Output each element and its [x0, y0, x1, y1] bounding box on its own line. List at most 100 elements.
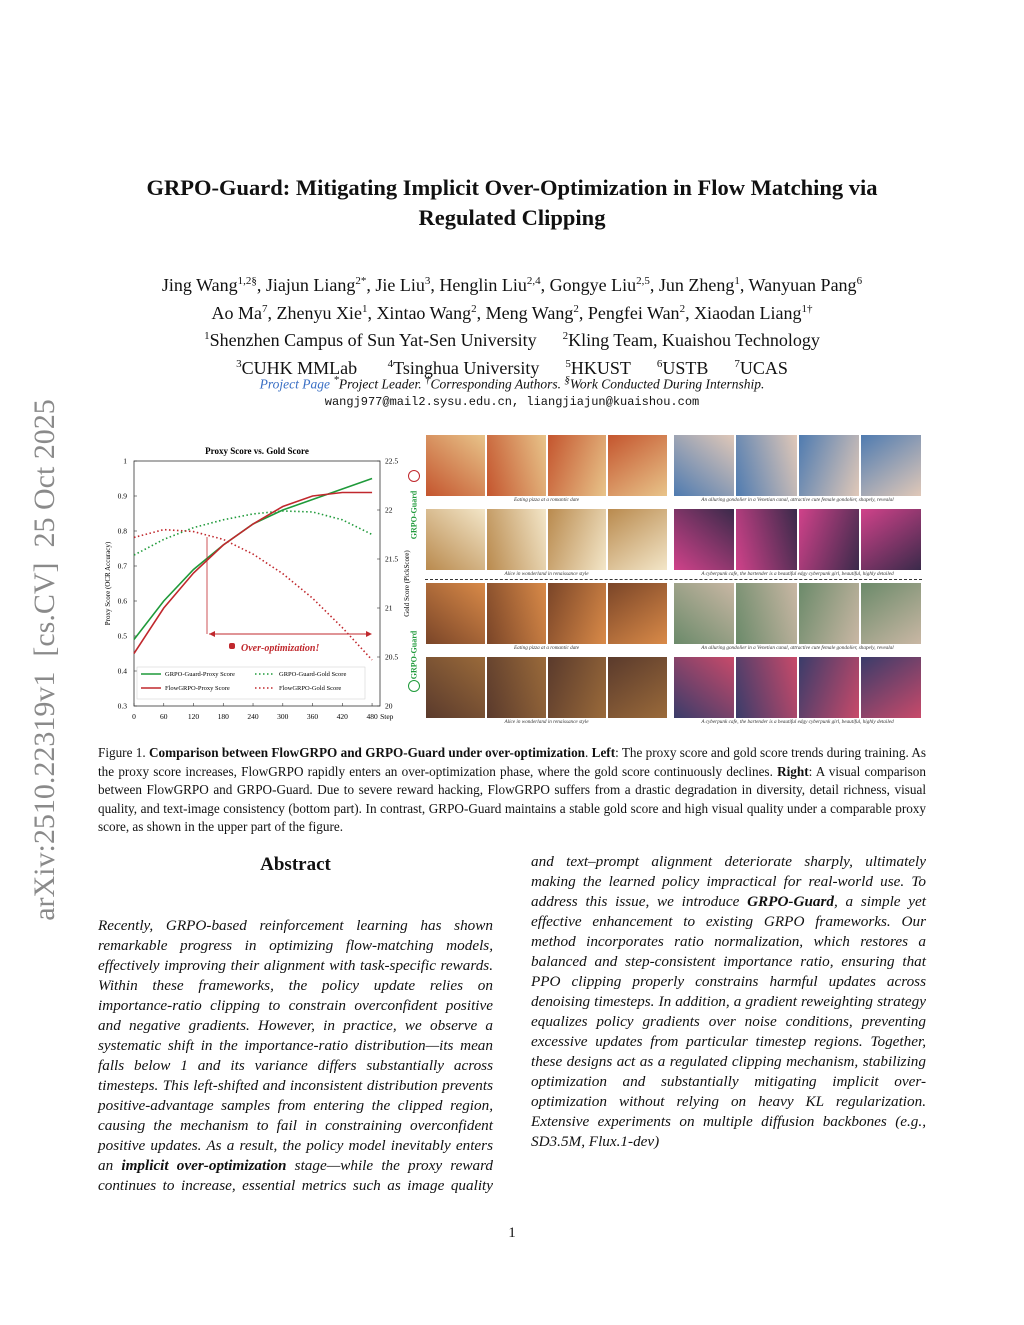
author-sup: 2 — [471, 302, 477, 315]
image-tile — [860, 583, 921, 644]
image-tile — [547, 657, 607, 718]
legend-label: GRPO-Guard-Proxy Score — [165, 671, 235, 678]
image-caption: Alice in wonderland in renaissance style — [504, 571, 589, 577]
status-icon — [408, 470, 420, 482]
caption-strong: Right — [777, 763, 809, 779]
author-sup: 1† — [801, 302, 813, 315]
author-sup: 6 — [856, 275, 863, 287]
abstract-body: Recently, GRPO-based reinforcement learn… — [98, 852, 926, 1197]
y-tick-label: 0.3 — [118, 702, 128, 711]
legend-label: GRPO-Guard-Gold Score — [279, 671, 346, 678]
image-tile — [736, 435, 797, 496]
series-line — [133, 510, 373, 556]
annotation: Over-optimization! — [241, 643, 319, 654]
image-tile — [608, 435, 667, 496]
affiliation-sup: 2 — [562, 330, 569, 342]
image-tile — [486, 509, 546, 570]
image-tile — [674, 583, 735, 644]
page-number: 1 — [508, 1225, 516, 1241]
legend-label: FlowGRPO-Gold Score — [279, 685, 341, 692]
title-line: Regulated Clipping — [418, 205, 606, 230]
image-tile — [736, 657, 797, 718]
image-tile — [426, 509, 485, 570]
x-tick-label: 240 — [247, 712, 259, 721]
image-tile — [860, 435, 921, 496]
author-text: , Jun Zheng — [649, 275, 735, 295]
chart-title: Proxy Score vs. Gold Score — [205, 446, 309, 456]
abstract-strong: GRPO-Guard — [747, 893, 834, 910]
affiliation-text: CUHK MMLab — [241, 357, 362, 378]
x-tick-label: 60 — [160, 712, 168, 721]
legend-label: FlowGRPO-Proxy Score — [165, 685, 230, 692]
affiliation-sup: 6 — [656, 357, 663, 370]
caption-text: : A visual comparison between FlowGRPO a… — [98, 763, 926, 835]
author-line: Jing Wang1,2§, Jiajun Liang2*, Jie Liu3,… — [0, 270, 1024, 298]
image-tile — [547, 583, 607, 644]
series-line — [133, 491, 373, 654]
author-sup: 1,2§ — [237, 275, 257, 287]
author-text: , Wanyuan Pang — [739, 275, 857, 295]
note-sup: * — [333, 374, 339, 386]
emails: wangj977@mail2.sysu.edu.cn, liangjiajun@… — [324, 395, 700, 409]
author-text: , Xiaodan Liang — [685, 302, 802, 323]
image-tile — [674, 435, 735, 496]
image-tile — [860, 657, 921, 718]
image-caption: An alluring gondolier in a Venetian cana… — [701, 645, 894, 651]
author-sup: 1 — [361, 302, 368, 315]
author-sup: 3 — [424, 275, 431, 287]
affiliation-sup: 1 — [204, 330, 210, 342]
author-sup: 2 — [573, 302, 579, 315]
note-link: Project Page — [259, 376, 330, 392]
y2-tick-label: 20.5 — [385, 653, 398, 662]
abstract-text: , a simple yet effective enhancement to … — [531, 893, 926, 1150]
affiliation-text: Shenzhen Campus of Sun Yat-Sen Universit… — [209, 330, 537, 350]
legend-box — [136, 666, 366, 700]
affiliation-text: UCAS — [739, 357, 788, 378]
divider — [425, 579, 922, 580]
series-line — [133, 477, 373, 640]
title-line: GRPO-Guard: Mitigating Implicit Over-Opt… — [146, 175, 878, 200]
x-tick-label: 180 — [218, 712, 230, 721]
author-sup: 2 — [679, 302, 686, 315]
y-tick-label: 0.4 — [118, 667, 128, 676]
y-tick-label: 0.7 — [118, 562, 128, 571]
y-axis-label: Proxy Score (OCR Accuracy) — [104, 541, 112, 625]
image-tile — [674, 657, 735, 718]
x-tick-label: 300 — [277, 712, 289, 721]
note-text: Work Conducted During Internship. — [569, 376, 765, 392]
caption-strong: Comparison between FlowGRPO and GRPO-Gua… — [148, 745, 586, 760]
affiliation-text: Tsinghua University — [393, 357, 540, 378]
affiliation-line: 1Shenzhen Campus of Sun Yat-Sen Universi… — [0, 325, 1024, 353]
image-tile — [798, 509, 859, 570]
affiliation-sup: 5 — [565, 357, 571, 370]
status-icon — [408, 680, 420, 692]
image-tile — [608, 657, 667, 718]
image-tile — [426, 583, 485, 644]
title: GRPO-Guard: Mitigating Implicit Over-Opt… — [0, 173, 1024, 233]
image-tile — [608, 583, 667, 644]
image-tile — [798, 657, 859, 718]
y2-tick-label: 20 — [385, 702, 393, 711]
y2-axis-label: Gold Score (PickScore) — [403, 550, 411, 617]
affiliation-text: Kling Team, Kuaishou Technology — [568, 330, 820, 350]
author-text: Jing Wang — [161, 275, 238, 295]
affiliations: 1Shenzhen Campus of Sun Yat-Sen Universi… — [0, 325, 1024, 380]
y2-tick-label: 22 — [385, 506, 393, 515]
abstract-text: Recently, GRPO-based reinforcement learn… — [98, 917, 493, 1174]
note-text: Project Leader. — [338, 376, 425, 392]
author-line: Ao Ma7, Zhenyu Xie1, Xintao Wang2, Meng … — [0, 298, 1024, 326]
y-tick-label: 0.5 — [118, 632, 128, 641]
affiliation-text: USTB — [662, 357, 709, 378]
caption-text: : The proxy score and gold score trends … — [98, 745, 927, 779]
image-caption: A cyberpunk cafe, the bartender is a bea… — [701, 719, 894, 725]
side-label: GRPO-Guard — [409, 490, 419, 540]
image-tile — [860, 509, 921, 570]
image-tile — [608, 509, 667, 570]
y-tick-label: 1 — [123, 457, 127, 466]
author-text: , Meng Wang — [476, 302, 574, 323]
notes: Project Page *Project Leader. †Correspon… — [0, 374, 1024, 393]
figure-caption: Figure 1. Comparison between FlowGRPO an… — [98, 744, 926, 837]
image-tile — [547, 509, 607, 570]
author-text: , Henglin Liu — [430, 275, 527, 295]
author-text: , Gongye Liu — [540, 275, 637, 295]
